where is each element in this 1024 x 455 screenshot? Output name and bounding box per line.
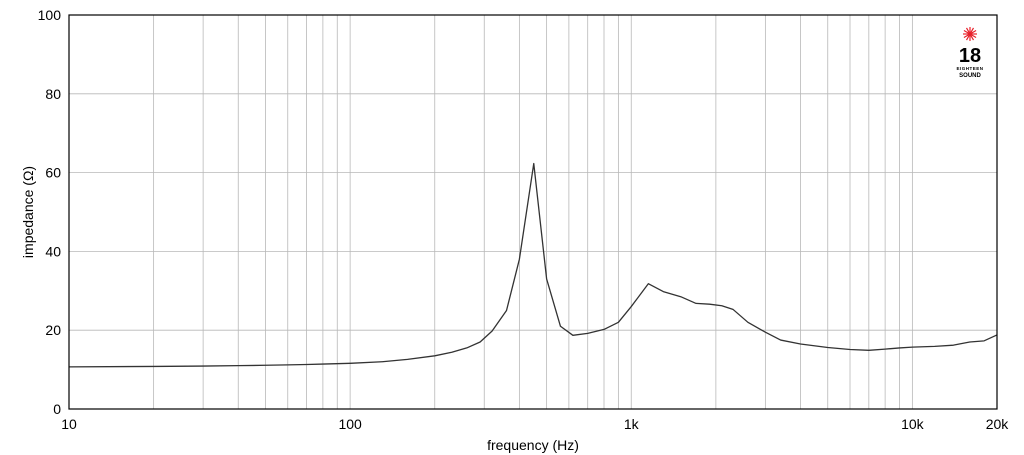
x-tick-label: 100 <box>338 416 362 432</box>
grid-lines <box>69 15 997 409</box>
y-tick-label: 40 <box>45 243 61 259</box>
x-axis-label: frequency (Hz) <box>487 437 579 453</box>
x-tick-labels: 10 100 1k 10k 20k <box>61 416 1009 432</box>
brand-logo: 18 EIGHTEEN SOUND <box>956 27 983 79</box>
y-axis-label: impedance (Ω) <box>20 166 36 258</box>
x-tick-label: 1k <box>624 416 640 432</box>
logo-small-text: EIGHTEEN <box>956 66 983 71</box>
series-line <box>68 162 998 368</box>
y-tick-label: 100 <box>38 7 62 23</box>
logo-number: 18 <box>959 45 981 67</box>
plot-frame <box>68 14 998 410</box>
series-group <box>68 162 998 368</box>
x-tick-label: 20k <box>986 416 1010 432</box>
y-tick-label: 20 <box>45 322 61 338</box>
y-tick-label: 80 <box>45 86 61 102</box>
y-tick-label: 60 <box>45 165 61 181</box>
x-tick-label: 10k <box>901 416 925 432</box>
y-tick-labels: 0 20 40 60 80 100 <box>38 7 62 417</box>
logo-word: SOUND <box>959 73 981 79</box>
y-tick-label: 0 <box>53 401 61 417</box>
star-icon <box>963 27 977 41</box>
x-tick-label: 10 <box>61 416 77 432</box>
